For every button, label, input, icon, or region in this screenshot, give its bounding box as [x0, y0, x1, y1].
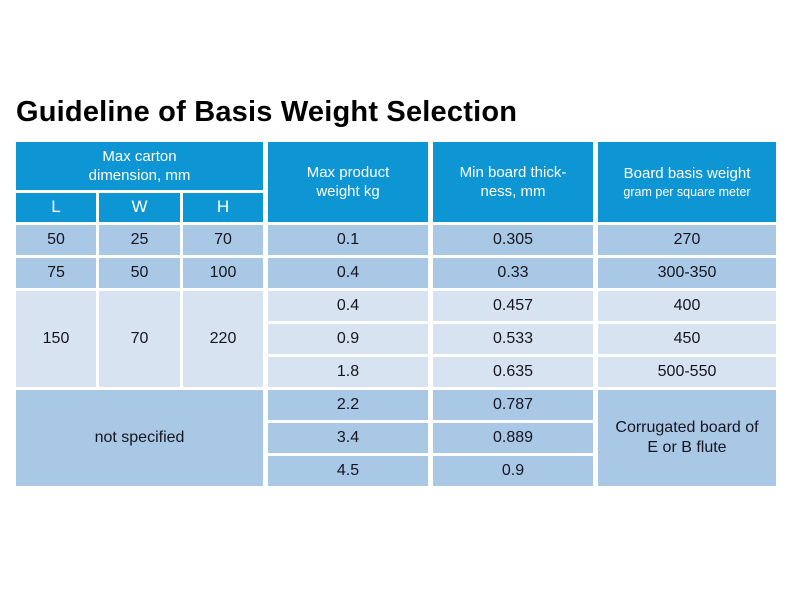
table-cell: 300-350 — [596, 258, 776, 288]
table-row: 1.8 0.635 500-550 — [16, 357, 776, 387]
table-row: 3.4 0.889 — [16, 423, 776, 453]
table-row: 4.5 0.9 — [16, 456, 776, 486]
table-cell: 4.5 — [266, 456, 428, 486]
table-cell: 0.889 — [431, 423, 593, 453]
table-cell-merged-height: 220 — [183, 291, 263, 387]
table-row: 150 70 220 0.4 0.457 400 — [16, 291, 776, 387]
column-header-board-basis-weight: Board basis weight gram per square meter — [596, 142, 776, 222]
table-row: 0.9 0.533 450 — [16, 324, 776, 354]
table-cell: 25 — [99, 225, 180, 255]
table-cell: 0.9 — [266, 324, 428, 354]
table-cell: 450 — [596, 324, 776, 354]
table-cell: 0.4 — [266, 258, 428, 288]
table-cell: 70 — [183, 225, 263, 255]
table-cell: 100 — [183, 258, 263, 288]
table-cell: 400 — [596, 291, 776, 321]
column-header-min-board-thickness: Min board thick- ness, mm — [431, 142, 593, 222]
table-cell: 0.305 — [431, 225, 593, 255]
table-cell: 75 — [16, 258, 96, 288]
table-cell: 0.787 — [431, 390, 593, 420]
column-header-max-product-weight: Max product weight kg — [266, 142, 428, 222]
column-header-h: H — [183, 193, 263, 222]
header-row-group: Max carton dimension, mm Max product wei… — [16, 142, 776, 222]
table-cell-not-specified: not specified — [16, 390, 263, 486]
basis-weight-table-container: Max carton dimension, mm Max product wei… — [16, 142, 776, 489]
table-cell: 0.457 — [431, 291, 593, 321]
table-cell: 0.1 — [266, 225, 428, 255]
column-header-w: W — [99, 193, 180, 222]
table-cell: 500-550 — [596, 357, 776, 387]
table-cell: 50 — [16, 225, 96, 255]
table-cell: 270 — [596, 225, 776, 255]
header-row-lwh: L W H — [16, 193, 776, 222]
table-cell: 0.33 — [431, 258, 593, 288]
table-cell: 2.2 — [266, 390, 428, 420]
table-cell: 3.4 — [266, 423, 428, 453]
basis-weight-table: Max carton dimension, mm Max product wei… — [16, 142, 776, 489]
table-cell: 1.8 — [266, 357, 428, 387]
column-header-l: L — [16, 193, 96, 222]
board-basis-weight-unit: gram per square meter — [623, 184, 751, 199]
page-title: Guideline of Basis Weight Selection — [16, 96, 518, 128]
table-cell-merged-length: 150 — [16, 291, 96, 387]
table-cell: 0.9 — [431, 456, 593, 486]
table-row: 50 25 70 0.1 0.305 270 — [16, 225, 776, 255]
table-cell-corrugated-board: Corrugated board of E or B flute — [596, 390, 776, 486]
table-row: not specified 2.2 0.787 Corrugated board… — [16, 390, 776, 486]
table-cell: 0.4 — [266, 291, 428, 321]
table-cell: 0.635 — [431, 357, 593, 387]
table-cell-merged-width: 70 — [99, 291, 180, 387]
table-cell: 0.533 — [431, 324, 593, 354]
table-cell: 50 — [99, 258, 180, 288]
column-header-max-carton-dimension: Max carton dimension, mm — [16, 142, 263, 190]
board-basis-weight-label: Board basis weight — [623, 165, 751, 183]
table-row: 75 50 100 0.4 0.33 300-350 — [16, 258, 776, 288]
